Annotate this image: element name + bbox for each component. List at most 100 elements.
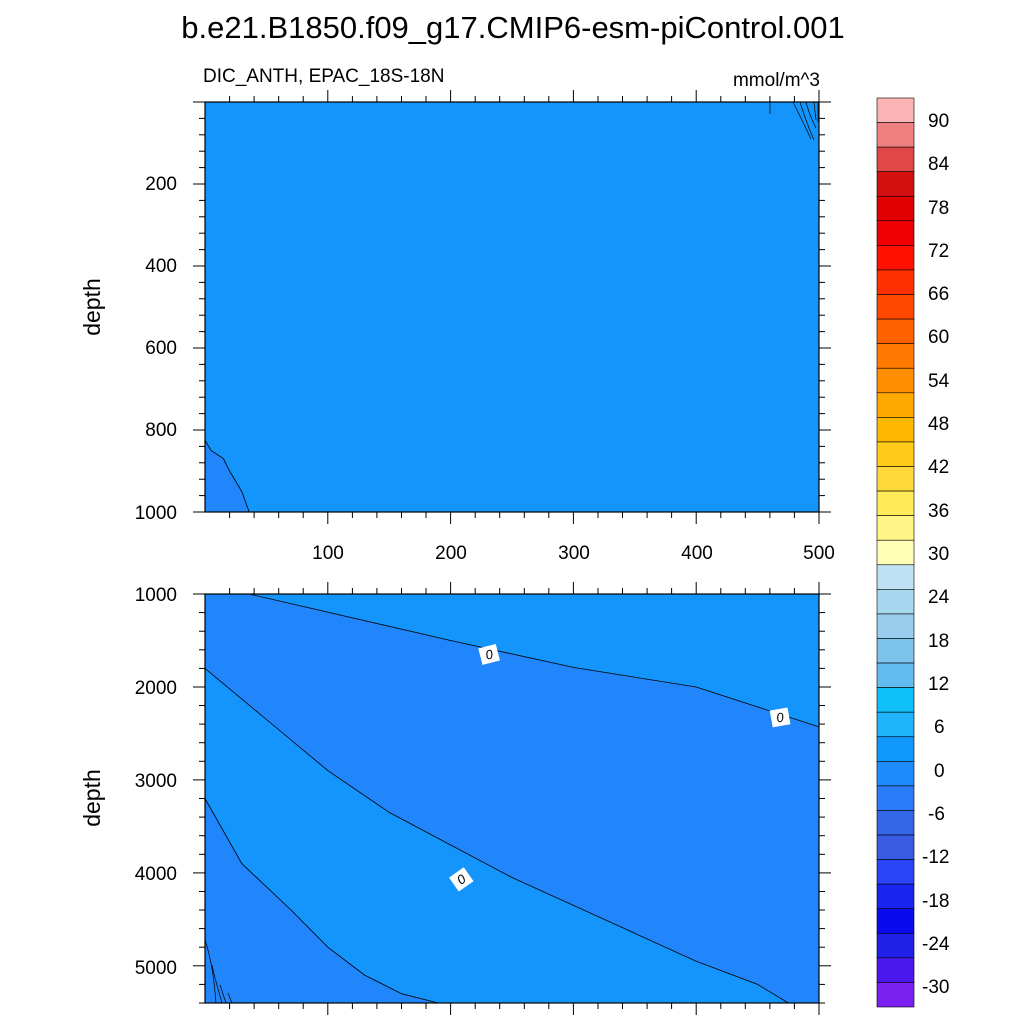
colorbar-box: [876, 490, 915, 516]
colorbar-box: [876, 589, 915, 615]
colorbar-box: [876, 195, 915, 222]
colorbar-box: [876, 367, 915, 394]
colorbar-box: [876, 269, 915, 295]
colorbar-label: 48: [928, 414, 949, 435]
bottom-y-tick-labels: 1000 2000 3000 4000 5000: [135, 585, 177, 979]
colorbar-box: [876, 564, 915, 590]
top-x-tick-label: 400: [681, 543, 713, 564]
colorbar-box: [876, 392, 915, 418]
top-x-tick-label: 500: [803, 543, 835, 564]
bottom-ylabel: depth: [79, 769, 105, 827]
colorbar-box: [876, 171, 915, 197]
colorbar-box: [876, 638, 915, 664]
colorbar-label: 18: [928, 631, 949, 652]
colorbar-box: [876, 932, 915, 959]
contour-label-box: [769, 707, 791, 728]
colorbar-box: [876, 417, 915, 443]
colorbar: 90 84 78 72 66 60 54 48 42 36 30 24 18 1…: [876, 97, 950, 1008]
units-string: mmol/m^3: [733, 70, 820, 91]
top-x-tick-label: 100: [312, 543, 344, 564]
colorbar-box: [876, 515, 915, 541]
bottom-y-tick-label: 4000: [135, 864, 177, 885]
colorbar-box: [876, 761, 915, 787]
colorbar-label: 6: [934, 717, 945, 738]
colorbar-label: -12: [922, 847, 949, 868]
top-y-tick-label: 400: [145, 256, 177, 277]
top-panel: depth 100 200 300 400 500 200 400 600 80…: [79, 90, 835, 564]
top-panel-negative-region: [205, 440, 250, 512]
bottom-contour-upper: [249, 593, 820, 728]
colorbar-label: 12: [928, 674, 949, 695]
colorbar-label: 0: [934, 761, 945, 782]
colorbar-label: 90: [928, 111, 949, 132]
top-y-tick-label: 800: [145, 420, 177, 441]
bottom-contour-lower: [204, 798, 439, 1004]
colorbar-box: [876, 245, 915, 271]
colorbar-label: -18: [922, 891, 949, 912]
top-panel-contour-line: [204, 440, 250, 513]
colorbar-box: [876, 343, 915, 369]
bottom-panel-ticks: [193, 582, 831, 1015]
colorbar-box: [876, 318, 915, 344]
colorbar-box: [876, 957, 915, 983]
bottom-y-tick-label: 1000: [135, 585, 177, 606]
colorbar-label: 60: [928, 327, 949, 348]
colorbar-box: [876, 687, 915, 713]
colorbar-label: 42: [928, 457, 949, 478]
colorbar-label: -24: [922, 934, 950, 955]
top-right-corner-contours: [769, 101, 819, 141]
bottom-left-corner-contours: [204, 939, 233, 1004]
bottom-panel-middle-region: [205, 668, 789, 1003]
colorbar-box: [876, 736, 915, 762]
colorbar-box: [876, 220, 915, 246]
top-x-tick-label: 200: [435, 543, 467, 564]
colorbar-box: [876, 834, 915, 860]
top-x-tick-label: 300: [558, 543, 590, 564]
colorbar-box: [876, 294, 915, 320]
colorbar-box: [876, 785, 915, 811]
left-string: DIC_ANTH, EPAC_18S-18N: [203, 66, 444, 87]
top-panel-frame: [204, 101, 820, 513]
top-panel-ticks: [193, 90, 831, 524]
colorbar-box: [876, 97, 915, 123]
colorbar-box: [876, 908, 915, 934]
bottom-y-tick-label: 5000: [135, 958, 177, 979]
colorbar-label: 30: [928, 544, 949, 565]
main-title: b.e21.B1850.f09_g17.CMIP6-esm-piControl.…: [181, 10, 844, 45]
bottom-y-tick-label: 2000: [135, 678, 177, 699]
colorbar-box: [876, 810, 915, 836]
colorbar-box: [876, 466, 915, 492]
colorbar-label: 24: [928, 587, 950, 608]
contour-label-group: 0 0 0: [449, 644, 791, 892]
top-y-tick-label: 1000: [135, 503, 177, 524]
top-y-tick-label: 200: [145, 174, 177, 195]
colorbar-label: 78: [928, 198, 949, 219]
bottom-panel: 0 0 0 depth 1000 2000 3000 4000 5000: [79, 582, 831, 1015]
colorbar-label: 84: [928, 154, 950, 175]
top-ylabel: depth: [79, 278, 105, 336]
bottom-contour-middle: [204, 668, 789, 1004]
colorbar-box: [876, 122, 915, 148]
colorbar-box: [876, 441, 915, 467]
colorbar-label: 36: [928, 501, 949, 522]
colorbar-box: [876, 539, 915, 566]
colorbar-box: [876, 711, 915, 738]
top-panel-background: [205, 102, 819, 512]
colorbar-box: [876, 613, 915, 639]
colorbar-box: [876, 883, 915, 910]
bottom-y-tick-label: 3000: [135, 771, 177, 792]
contour-label-box: [478, 644, 500, 665]
colorbar-label: 66: [928, 284, 949, 305]
colorbar-labels: 90 84 78 72 66 60 54 48 42 36 30 24 18 1…: [922, 111, 950, 998]
colorbar-label: 54: [928, 371, 950, 392]
top-x-tick-labels: 100 200 300 400 500: [312, 543, 835, 564]
contour-label-box: [449, 867, 474, 892]
contour-label: 0: [484, 646, 495, 662]
colorbar-box: [876, 662, 915, 688]
colorbar-label: 72: [928, 241, 949, 262]
colorbar-box: [876, 146, 915, 173]
colorbar-box: [876, 859, 915, 885]
contour-label: 0: [775, 709, 785, 725]
colorbar-boxes: [876, 97, 915, 1008]
